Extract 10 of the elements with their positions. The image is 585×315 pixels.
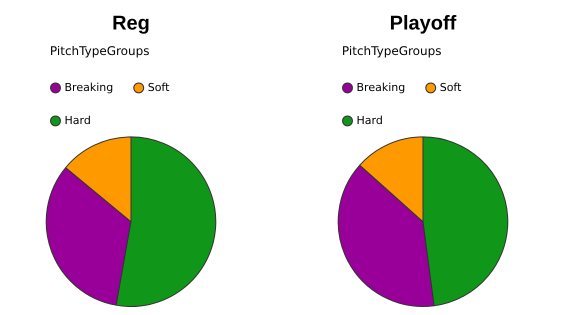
chart-title: Reg xyxy=(112,12,150,35)
legend-label: Soft xyxy=(440,80,462,94)
legend-label: Hard xyxy=(356,114,383,127)
legend-label: Soft xyxy=(148,80,170,94)
legend-title: PitchTypeGroups xyxy=(50,44,150,58)
legend-label: Breaking xyxy=(64,80,114,94)
chart-title: Playoff xyxy=(390,12,457,35)
legend-label: Hard xyxy=(64,114,91,127)
legend-title: PitchTypeGroups xyxy=(342,44,442,58)
legend-label: Breaking xyxy=(356,80,406,94)
